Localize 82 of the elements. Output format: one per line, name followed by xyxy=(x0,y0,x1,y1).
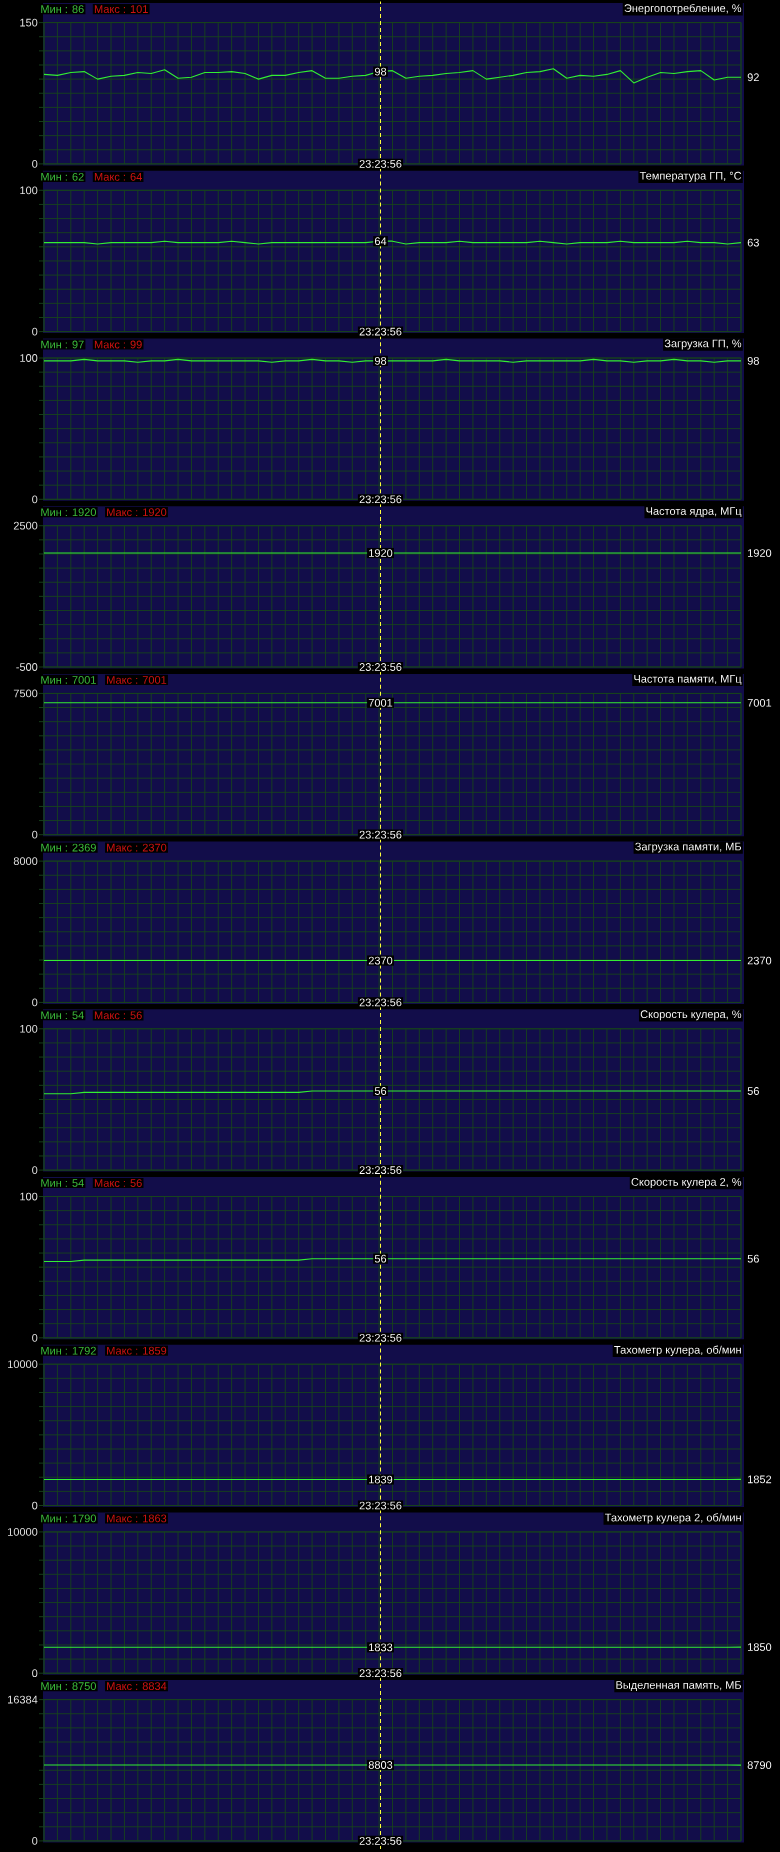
y-tick-label: 0 xyxy=(32,998,38,1007)
text: Мин : 8750 xyxy=(41,1682,96,1691)
text: 56 xyxy=(747,1087,759,1095)
annotation: 56 xyxy=(374,1087,387,1095)
chart-title: Энергопотребление, % xyxy=(624,3,742,15)
text: Мин : 1792 xyxy=(41,1346,96,1355)
text: 7001 xyxy=(747,698,772,707)
text: Макс : 56 xyxy=(94,1011,142,1020)
text: Мин : 54 xyxy=(41,1011,84,1020)
y-tick-label: 0 xyxy=(32,1669,38,1678)
chart-title: Скорость кулера, % xyxy=(640,1010,742,1021)
text: Мин : 1790 xyxy=(41,1514,96,1523)
y-tick-label: 0 xyxy=(32,1501,38,1510)
annotation: 56 xyxy=(374,1254,387,1263)
chart-title: Загрузка памяти, МБ xyxy=(635,842,742,853)
annotation: 23:23:56 xyxy=(359,1669,402,1678)
text: Мин : 62 xyxy=(41,172,84,181)
annotation: 98 xyxy=(374,356,387,365)
y-tick-label: 100 xyxy=(20,354,38,362)
text: 92 xyxy=(747,73,759,82)
text: Макс : 99 xyxy=(94,340,142,349)
text: 98 xyxy=(747,356,759,365)
y-tick-label: 0 xyxy=(32,327,38,336)
y-tick-label: -500 xyxy=(16,663,38,671)
annotation: 23:23:56 xyxy=(359,160,402,168)
y-tick-label: 0 xyxy=(32,1333,38,1342)
text: 8790 xyxy=(747,1761,772,1770)
text: Мин : 7001 xyxy=(41,676,96,684)
y-tick-label: 0 xyxy=(32,1166,38,1175)
y-tick-label: 10000 xyxy=(8,1360,38,1369)
text: Макс : 7001 xyxy=(107,676,167,684)
text: 1920 xyxy=(748,549,772,557)
annotation: 98 xyxy=(374,67,387,76)
y-tick-label: 100 xyxy=(20,1024,38,1033)
chart-title: Скорость кулера 2, % xyxy=(631,1178,742,1188)
text: Мин : 1920 xyxy=(41,508,96,517)
text: 1852 xyxy=(748,1475,772,1484)
text: 63 xyxy=(747,238,759,247)
text: Макс : 101 xyxy=(94,5,148,13)
chart-title: Выделенная память, МБ xyxy=(616,1681,742,1691)
y-tick-label: 0 xyxy=(32,160,38,168)
y-tick-label: 100 xyxy=(20,186,38,195)
y-tick-label: 8000 xyxy=(13,857,38,866)
annotation: 23:23:56 xyxy=(359,1501,402,1510)
text: Макс : 64 xyxy=(94,172,142,181)
y-tick-label: 10000 xyxy=(8,1528,38,1536)
y-tick-label: 0 xyxy=(32,1837,38,1845)
text: Мин : 54 xyxy=(41,1179,84,1187)
annotation: 64 xyxy=(374,237,387,246)
text: 1850 xyxy=(748,1643,772,1651)
y-tick-label: 150 xyxy=(20,18,38,27)
chart-title: Частота памяти, МГц xyxy=(634,675,742,685)
y-tick-label: 2500 xyxy=(13,521,38,530)
text: Макс : 1859 xyxy=(107,1346,167,1355)
annotation: 23:23:56 xyxy=(359,830,402,839)
annotation: 23:23:56 xyxy=(359,327,402,336)
text: Мин : 2369 xyxy=(41,843,96,852)
y-tick-label: 0 xyxy=(32,495,38,504)
y-tick-label: 100 xyxy=(20,1192,38,1201)
annotation: 23:23:56 xyxy=(359,663,402,671)
text: Макс : 2370 xyxy=(107,843,167,852)
chart-title: Загрузка ГП, % xyxy=(664,339,742,350)
chart-title: Частота ядра, МГц xyxy=(646,507,742,518)
text: Макс : 1863 xyxy=(107,1514,167,1523)
y-tick-label: 7500 xyxy=(13,689,38,698)
chart-title: Температура ГП, °C xyxy=(639,171,742,182)
text: Мин : 97 xyxy=(41,340,84,349)
annotation: 23:23:56 xyxy=(359,495,402,504)
chart-title: Тахометр кулера, об/мин xyxy=(614,1345,741,1356)
text: Мин : 86 xyxy=(41,5,84,13)
annotation: 23:23:56 xyxy=(359,998,402,1007)
text: Макс : 8834 xyxy=(107,1682,167,1691)
annotation: 23:23:56 xyxy=(359,1333,402,1342)
text: Макс : 1920 xyxy=(107,508,167,517)
y-tick-label: 16384 xyxy=(8,1695,38,1704)
y-tick-label: 0 xyxy=(32,830,38,839)
text: 56 xyxy=(747,1254,759,1263)
text: 2370 xyxy=(747,956,772,965)
chart-title: Тахометр кулера 2, об/мин xyxy=(604,1513,741,1524)
annotation: 23:23:56 xyxy=(359,1166,402,1175)
annotation: 23:23:56 xyxy=(359,1837,402,1845)
text: Макс : 56 xyxy=(94,1179,142,1187)
